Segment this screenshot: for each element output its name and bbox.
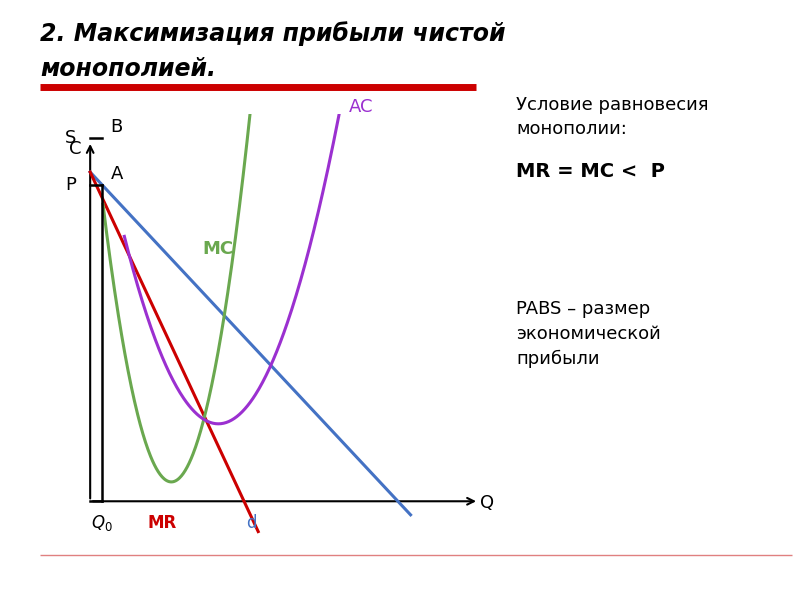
Text: P: P	[66, 176, 76, 194]
Text: d: d	[246, 514, 257, 532]
Text: $Q_0$: $Q_0$	[91, 512, 113, 533]
Text: Условие равновесия
монополии:: Условие равновесия монополии:	[516, 96, 709, 137]
Text: S: S	[66, 128, 77, 146]
Text: B: B	[110, 118, 123, 136]
Text: MC: MC	[202, 240, 234, 258]
Text: A: A	[110, 165, 123, 183]
Text: PABS – размер
экономической
прибыли: PABS – размер экономической прибыли	[516, 300, 661, 368]
Text: AC: AC	[349, 98, 373, 116]
Text: монополией.: монополией.	[40, 57, 216, 81]
Text: C: C	[69, 140, 82, 158]
Text: MR = MC <  P: MR = MC < P	[516, 162, 665, 181]
Text: 2. Максимизация прибыли чистой: 2. Максимизация прибыли чистой	[40, 21, 506, 46]
Text: MR: MR	[147, 514, 177, 532]
Text: Q: Q	[480, 494, 494, 512]
